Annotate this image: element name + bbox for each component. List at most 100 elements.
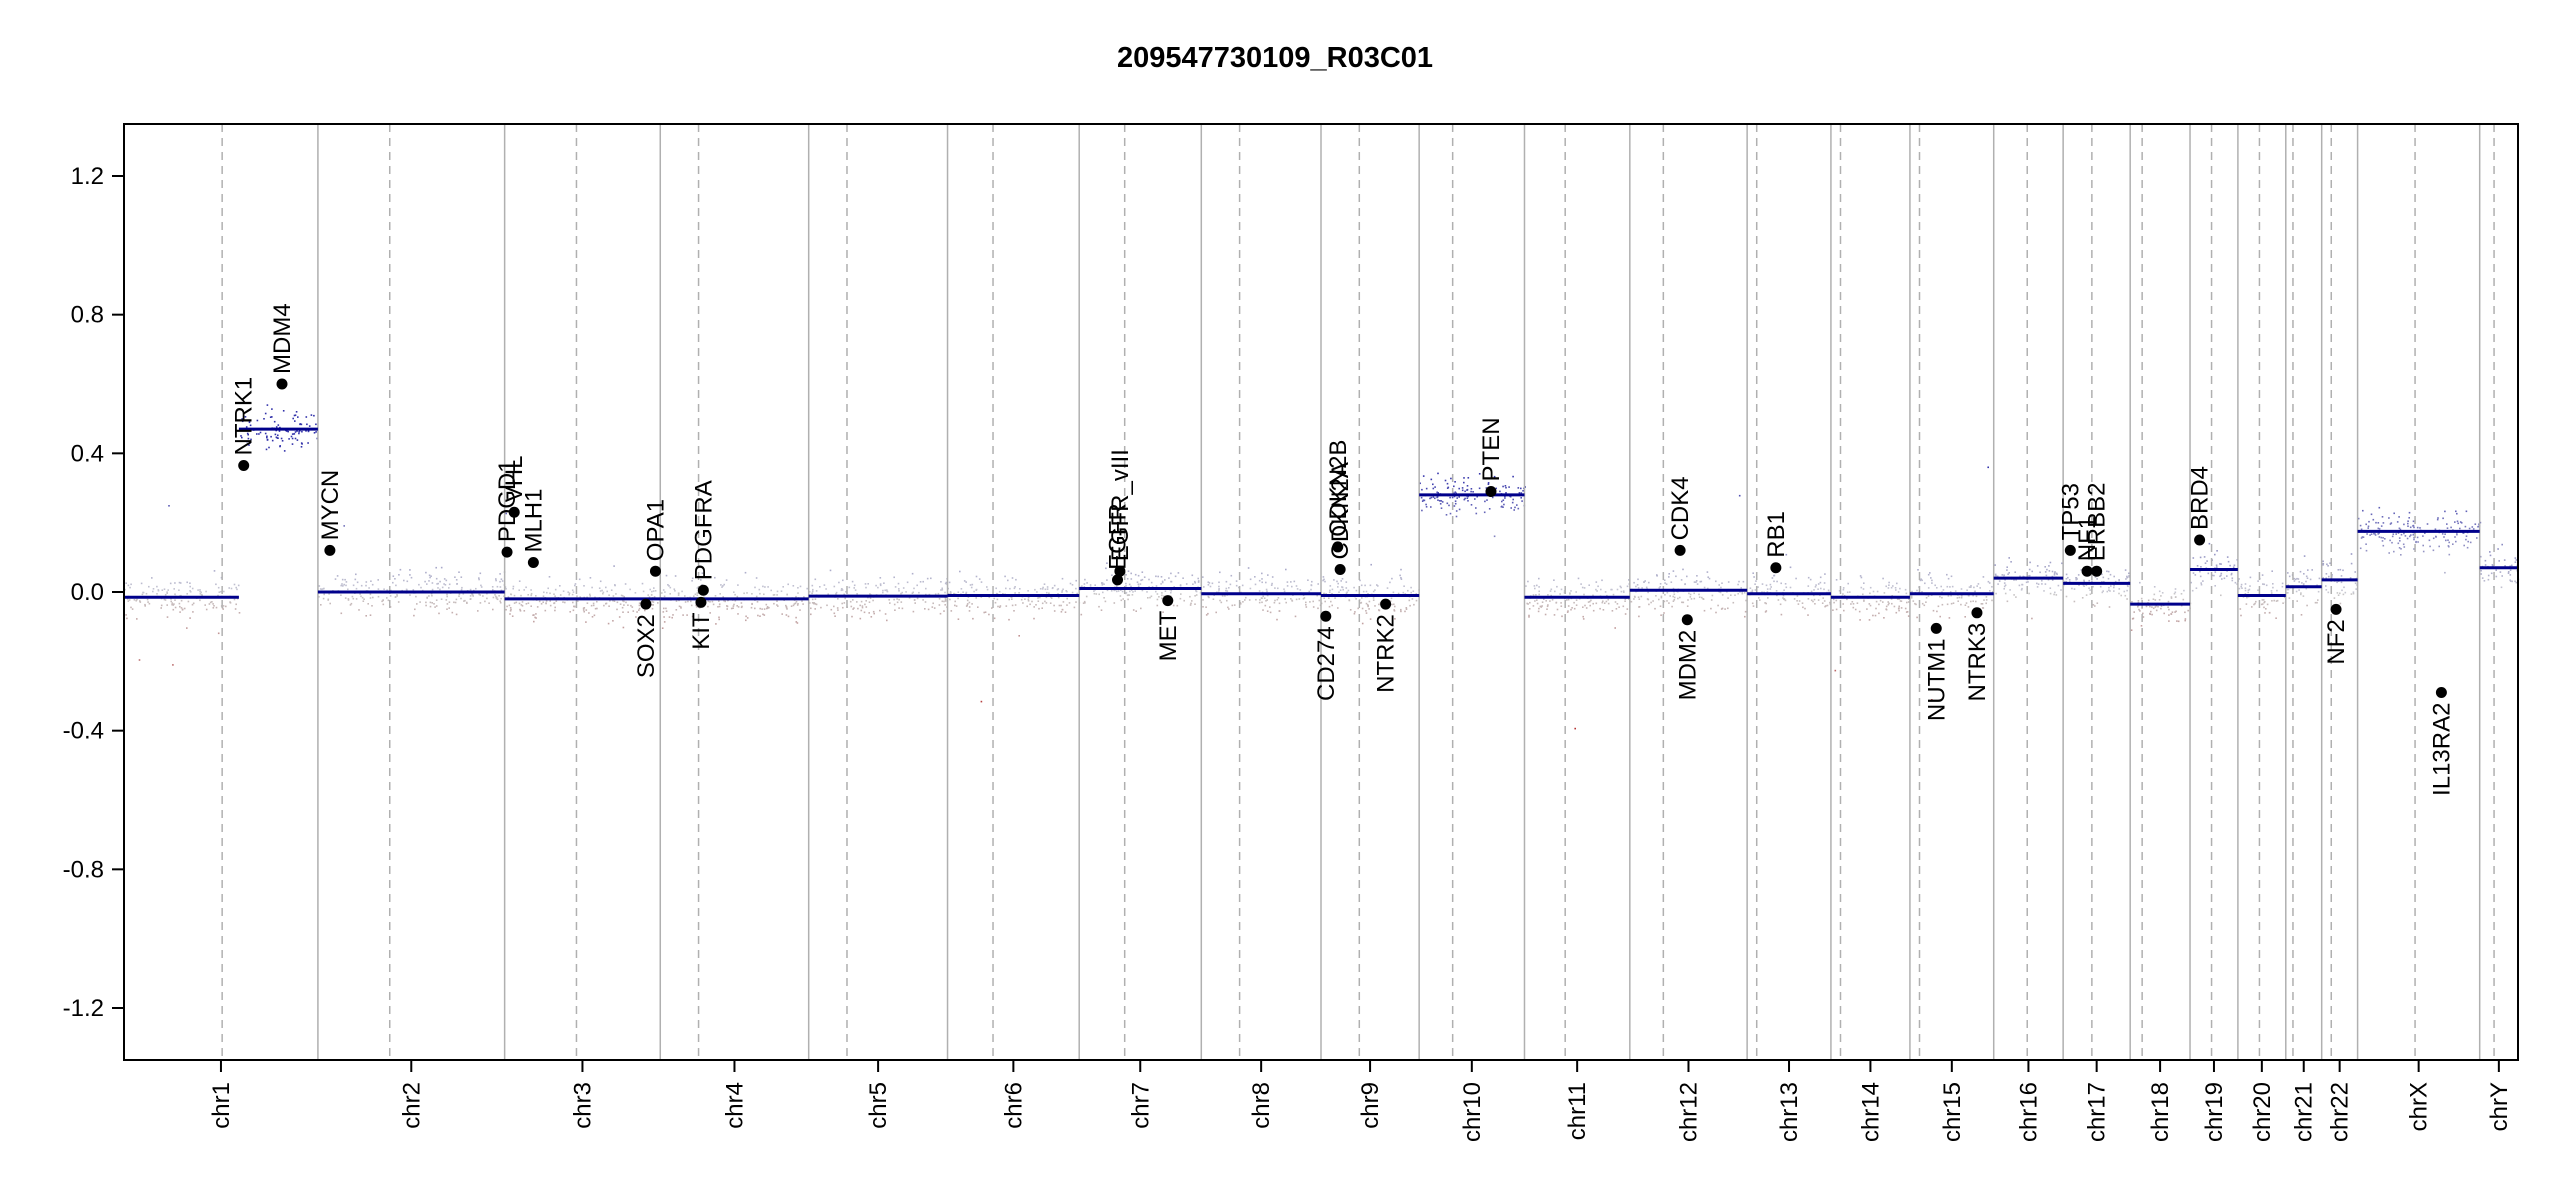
probe-point bbox=[2154, 599, 2157, 601]
probe-point bbox=[559, 594, 562, 596]
probe-point bbox=[1687, 599, 1689, 601]
gene-point bbox=[1674, 544, 1686, 556]
probe-point bbox=[2432, 537, 2435, 540]
probe-point bbox=[269, 416, 272, 418]
probe-point bbox=[814, 608, 816, 610]
probe-point bbox=[1949, 586, 1951, 588]
probe-point bbox=[1305, 601, 1307, 604]
probe-point bbox=[2398, 537, 2401, 539]
probe-point bbox=[2340, 575, 2343, 577]
probe-point bbox=[610, 589, 613, 591]
probe-point bbox=[163, 598, 166, 601]
probe-point bbox=[534, 616, 536, 619]
probe-point bbox=[205, 608, 208, 611]
probe-point bbox=[883, 582, 885, 584]
probe-point bbox=[1660, 595, 1663, 598]
probe-point bbox=[1825, 605, 1827, 607]
probe-point bbox=[1671, 605, 1673, 608]
probe-point bbox=[1592, 594, 1594, 597]
probe-point bbox=[1160, 583, 1162, 585]
probe-point bbox=[2407, 520, 2409, 522]
probe-point bbox=[2388, 517, 2390, 519]
probe-point bbox=[2083, 579, 2085, 582]
probe-point bbox=[1337, 607, 1339, 609]
probe-point bbox=[1218, 585, 1220, 588]
probe-point bbox=[509, 610, 512, 612]
probe-point bbox=[1274, 599, 1276, 602]
probe-point bbox=[1995, 592, 1997, 595]
probe-point bbox=[864, 583, 867, 585]
probe-point bbox=[2128, 575, 2130, 577]
probe-point bbox=[2208, 542, 2211, 545]
probe-point bbox=[1946, 603, 1949, 606]
probe-point bbox=[396, 594, 398, 596]
probe-point bbox=[2354, 571, 2356, 573]
probe-point bbox=[1766, 588, 1769, 590]
probe-point bbox=[1458, 508, 1461, 511]
probe-point bbox=[342, 585, 344, 587]
probe-point bbox=[677, 594, 680, 596]
probe-point bbox=[651, 604, 653, 606]
probe-point bbox=[250, 438, 252, 441]
probe-point bbox=[2120, 594, 2122, 597]
probe-point bbox=[2357, 517, 2360, 520]
probe-point bbox=[1541, 605, 1543, 607]
gene-label: OPA1 bbox=[642, 499, 669, 561]
probe-point bbox=[2170, 613, 2172, 615]
probe-point bbox=[369, 597, 372, 599]
probe-point bbox=[1618, 606, 1620, 608]
probe-point bbox=[197, 589, 199, 591]
probe-point bbox=[1921, 591, 1923, 593]
probe-point bbox=[472, 595, 474, 597]
probe-point bbox=[734, 599, 737, 602]
probe-point bbox=[849, 600, 852, 603]
probe-point bbox=[2422, 544, 2424, 547]
probe-point bbox=[1415, 593, 1418, 595]
probe-point bbox=[1995, 574, 1997, 577]
probe-point bbox=[1115, 590, 1118, 593]
y-tick-label: -0.8 bbox=[63, 856, 104, 883]
probe-point bbox=[1624, 600, 1626, 602]
probe-point bbox=[786, 593, 788, 596]
probe-point bbox=[1817, 588, 1819, 590]
probe-point bbox=[657, 602, 659, 604]
probe-point bbox=[2157, 605, 2159, 608]
probe-point bbox=[2018, 584, 2021, 587]
probe-point bbox=[944, 591, 946, 594]
probe-point bbox=[2004, 592, 2007, 595]
probe-point bbox=[766, 607, 769, 609]
probe-point bbox=[1991, 590, 1994, 593]
probe-point bbox=[343, 525, 345, 527]
probe-point bbox=[440, 598, 443, 600]
probe-point bbox=[932, 602, 934, 605]
probe-point bbox=[240, 435, 242, 437]
probe-point bbox=[1807, 585, 1810, 587]
probe-point bbox=[1776, 580, 1778, 583]
probe-point bbox=[2257, 580, 2259, 582]
probe-point bbox=[1037, 597, 1039, 599]
probe-point bbox=[1647, 591, 1649, 594]
probe-point bbox=[2344, 591, 2347, 594]
probe-point bbox=[266, 435, 268, 438]
probe-point bbox=[2262, 599, 2265, 601]
probe-point bbox=[2200, 566, 2202, 568]
probe-point bbox=[963, 580, 966, 582]
probe-point bbox=[1860, 586, 1863, 589]
probe-point bbox=[1783, 598, 1786, 601]
probe-point bbox=[1290, 581, 1292, 583]
probe-point bbox=[1765, 602, 1767, 605]
probe-point bbox=[1702, 598, 1705, 600]
probe-point bbox=[2139, 581, 2141, 584]
probe-point bbox=[2167, 600, 2170, 603]
probe-point bbox=[603, 604, 605, 607]
probe-point bbox=[641, 582, 644, 585]
probe-point bbox=[937, 592, 940, 595]
probe-point bbox=[1105, 567, 1107, 570]
probe-point bbox=[1670, 581, 1673, 583]
probe-point bbox=[1454, 481, 1456, 483]
probe-point bbox=[1189, 604, 1192, 606]
probe-point bbox=[1775, 590, 1778, 592]
segments bbox=[124, 427, 2518, 606]
probe-point bbox=[179, 611, 181, 613]
